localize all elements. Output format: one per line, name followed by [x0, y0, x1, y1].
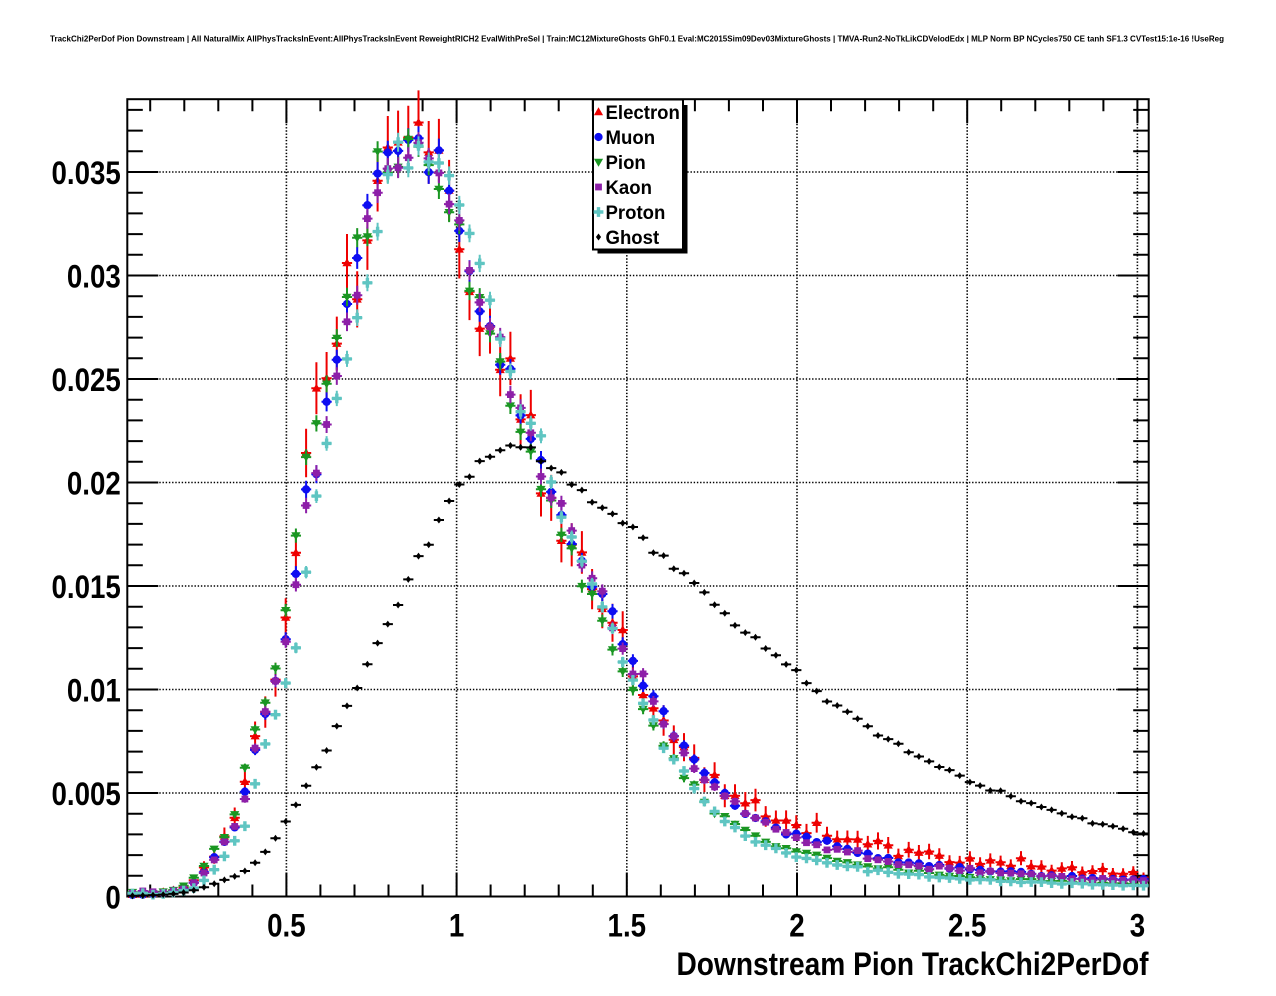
- svg-text:Electron: Electron: [606, 102, 680, 124]
- svg-text:1: 1: [449, 908, 464, 944]
- svg-text:Pion: Pion: [606, 152, 646, 174]
- svg-text:Proton: Proton: [606, 202, 666, 224]
- svg-text:0.015: 0.015: [52, 569, 121, 605]
- svg-text:Kaon: Kaon: [606, 177, 653, 199]
- svg-text:Downstream Pion TrackChi2PerDo: Downstream Pion TrackChi2PerDof: [677, 946, 1149, 982]
- svg-text:0.005: 0.005: [52, 776, 121, 812]
- svg-text:0.5: 0.5: [267, 908, 306, 944]
- svg-text:0.025: 0.025: [52, 362, 121, 398]
- svg-text:2.5: 2.5: [948, 908, 987, 944]
- svg-text:TrackChi2PerDof Pion Downstrea: TrackChi2PerDof Pion Downstream | All Na…: [50, 34, 1224, 44]
- svg-text:0.02: 0.02: [67, 466, 121, 502]
- svg-text:1.5: 1.5: [608, 908, 647, 944]
- svg-text:0.03: 0.03: [67, 259, 121, 295]
- svg-text:Muon: Muon: [606, 127, 656, 149]
- svg-text:Ghost: Ghost: [606, 227, 660, 249]
- svg-text:3: 3: [1130, 908, 1145, 944]
- svg-text:0.035: 0.035: [52, 155, 121, 191]
- svg-text:0.01: 0.01: [67, 673, 121, 709]
- svg-text:2: 2: [789, 908, 804, 944]
- svg-text:0: 0: [105, 880, 120, 916]
